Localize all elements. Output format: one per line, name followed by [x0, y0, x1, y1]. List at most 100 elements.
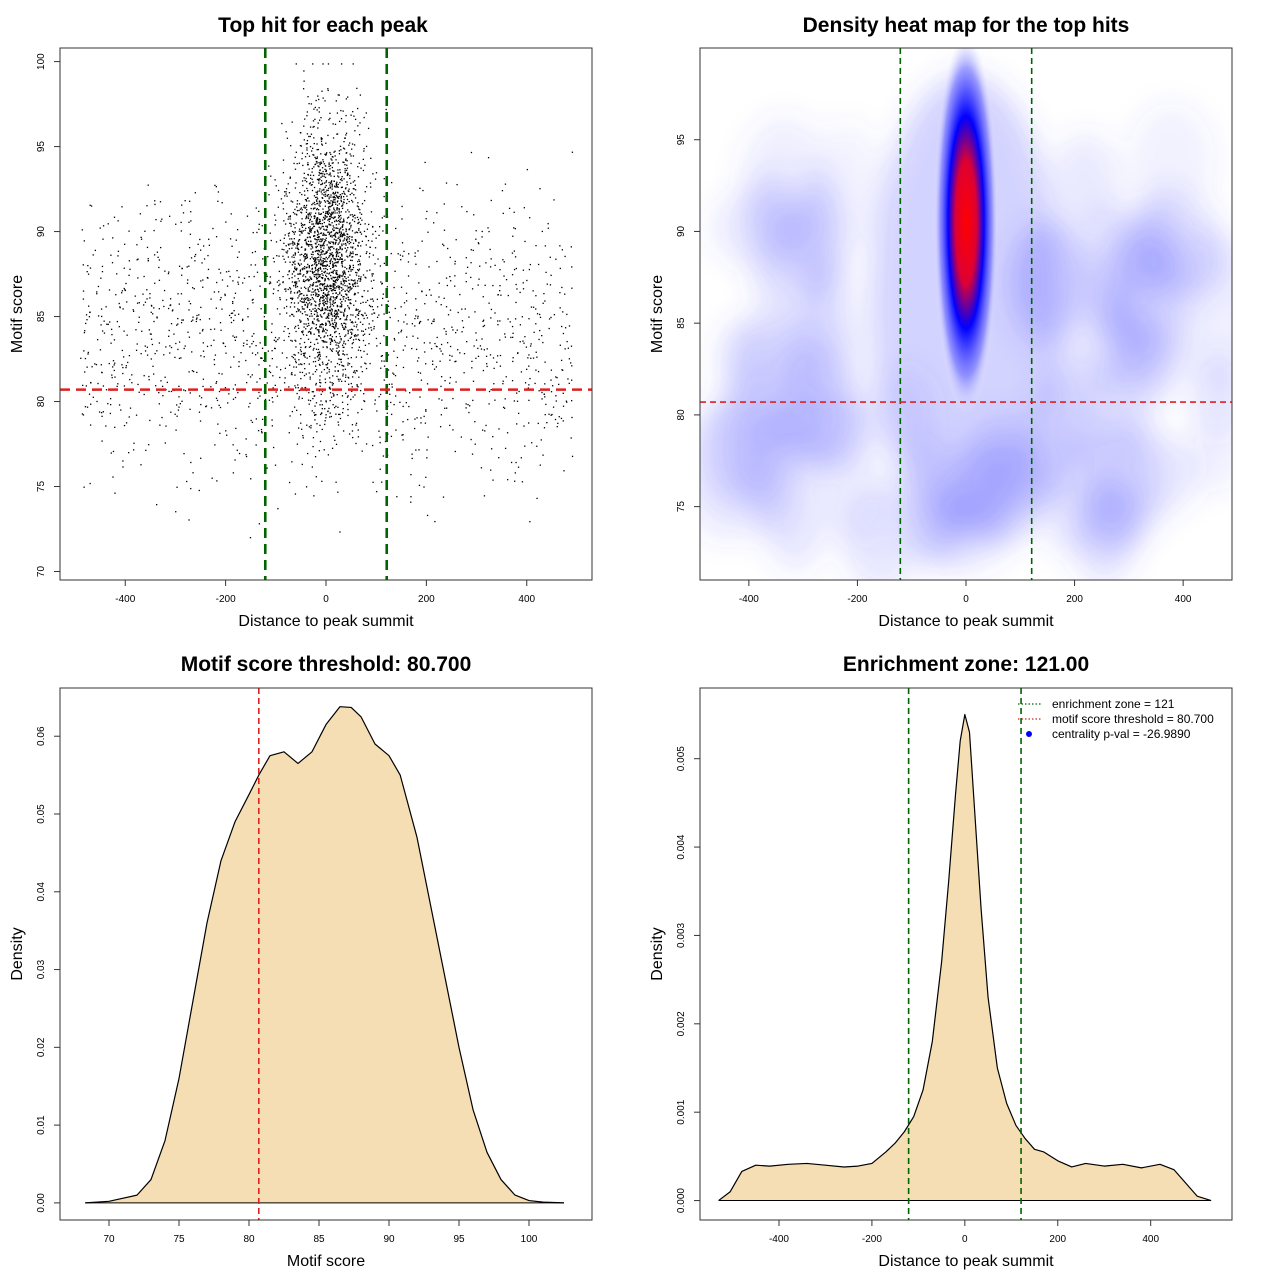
data-point [350, 302, 352, 305]
data-point [304, 297, 306, 299]
data-point [313, 207, 315, 210]
data-point [301, 230, 303, 232]
data-point [304, 249, 306, 251]
data-point [299, 131, 302, 134]
data-point [328, 231, 330, 233]
data-point [346, 160, 348, 162]
data-point [154, 200, 156, 202]
data-point [122, 460, 124, 462]
data-point [452, 329, 454, 331]
data-point [352, 201, 354, 203]
data-point [352, 256, 354, 258]
data-point [335, 100, 337, 102]
data-point [286, 250, 289, 252]
data-point [317, 202, 319, 204]
data-point [286, 137, 289, 139]
data-point [334, 236, 337, 238]
data-point [482, 320, 484, 323]
data-point [330, 277, 332, 279]
data-point [180, 293, 183, 295]
data-point [294, 358, 296, 360]
data-point [256, 271, 259, 273]
data-point [352, 242, 355, 245]
data-point [427, 231, 429, 233]
data-point [313, 186, 316, 189]
data-point [337, 293, 339, 296]
data-point [320, 382, 322, 384]
data-point [261, 225, 263, 227]
data-point [221, 373, 223, 375]
data-point [349, 222, 351, 224]
data-point [112, 360, 115, 362]
data-point [311, 247, 314, 249]
data-point [236, 269, 238, 272]
data-point [330, 175, 332, 177]
data-point [117, 220, 119, 222]
data-point [129, 268, 131, 271]
data-point [323, 286, 326, 288]
data-point [393, 403, 395, 406]
data-point [344, 290, 346, 292]
data-point [429, 342, 431, 344]
data-point [303, 204, 305, 207]
data-point [537, 263, 540, 266]
data-point [302, 280, 305, 282]
data-point [326, 225, 328, 227]
data-point [194, 192, 197, 194]
x-tick-label: 80 [243, 1234, 255, 1245]
data-point [317, 223, 319, 225]
data-point [342, 196, 345, 198]
data-point [478, 243, 480, 245]
data-point [291, 355, 293, 358]
data-point [291, 256, 293, 258]
data-point [333, 326, 335, 329]
data-point [170, 323, 173, 325]
data-point [321, 412, 323, 414]
data-point [289, 415, 291, 417]
data-point [347, 362, 349, 364]
data-point [561, 249, 564, 251]
data-point [320, 176, 322, 178]
data-point [321, 175, 324, 177]
data-point [366, 270, 368, 272]
data-point [317, 276, 319, 278]
data-point [304, 248, 307, 251]
data-point [303, 224, 305, 226]
data-point [375, 237, 377, 239]
data-point [315, 222, 317, 224]
data-point [342, 278, 344, 280]
data-point [345, 376, 347, 378]
data-point [234, 396, 237, 399]
data-point [331, 203, 334, 206]
data-point [555, 400, 557, 402]
data-point [325, 400, 327, 402]
data-point [277, 338, 279, 341]
data-point [298, 209, 300, 212]
data-point [368, 256, 371, 258]
data-point [316, 143, 318, 145]
data-point [335, 322, 338, 324]
data-point [287, 288, 289, 291]
data-point [357, 318, 360, 320]
data-point [417, 250, 419, 252]
data-point [137, 277, 139, 279]
data-point [345, 326, 347, 329]
data-point [305, 373, 307, 375]
data-point [128, 230, 130, 232]
data-point [332, 191, 335, 194]
data-point [320, 191, 322, 193]
data-point [194, 255, 196, 258]
data-point [316, 148, 318, 151]
data-point [316, 157, 318, 160]
data-point [386, 412, 388, 414]
data-point [307, 227, 310, 229]
data-point [182, 212, 185, 214]
data-point [311, 264, 313, 267]
data-point [279, 313, 281, 315]
data-point [355, 309, 357, 311]
data-point [121, 349, 123, 352]
data-point [329, 416, 331, 418]
data-point [329, 334, 332, 336]
data-point [296, 267, 298, 270]
